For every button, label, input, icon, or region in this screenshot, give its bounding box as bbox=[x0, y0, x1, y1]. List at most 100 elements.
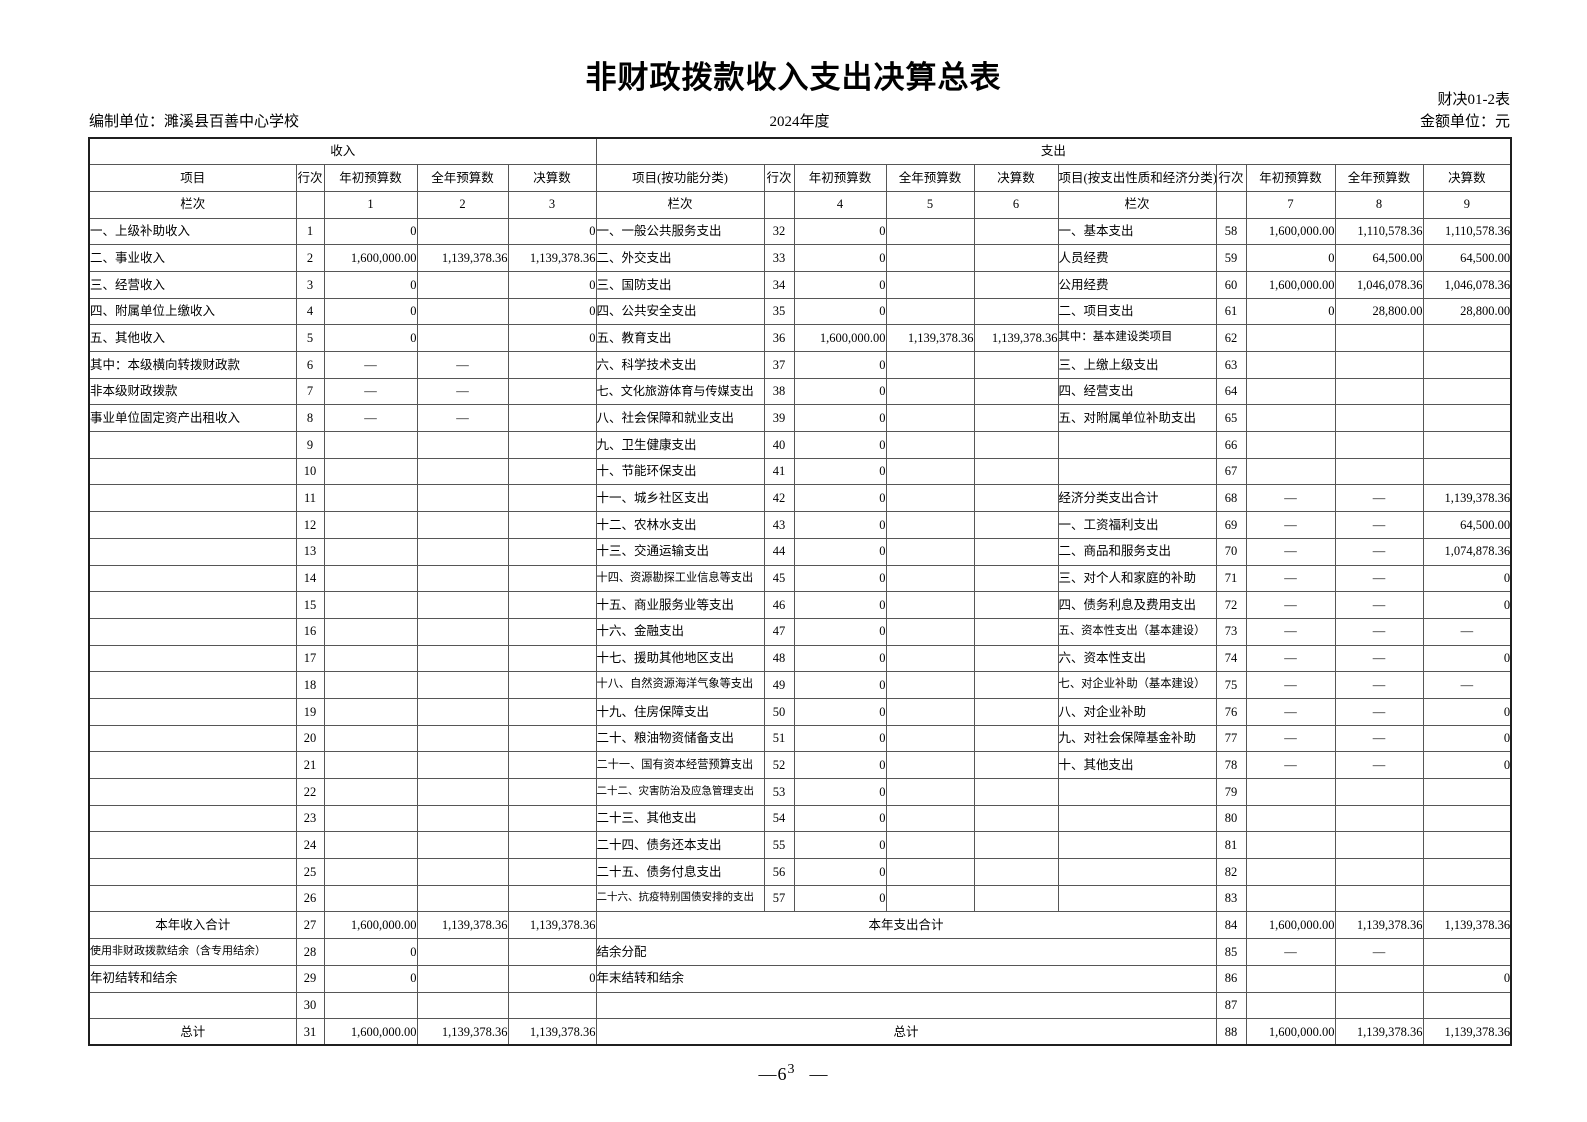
economic-value-cell: 64,500.00 bbox=[1334, 244, 1424, 272]
table-row: 事业单位固定资产出租收入 8— — 八、社会保障和就业支出 39 0 五、对附属单位补助支出… bbox=[88, 404, 1512, 433]
economic-value-cell: 0 bbox=[1245, 297, 1336, 326]
economic-line-number-cell: 65 bbox=[1215, 404, 1247, 433]
function-value-cell: 0 bbox=[793, 511, 887, 539]
income-line-number-cell: 28 bbox=[295, 938, 325, 966]
income-value-cell bbox=[416, 804, 509, 833]
income-line-number-cell: 29 bbox=[295, 964, 325, 993]
income-value-cell bbox=[416, 697, 509, 726]
function-value-cell bbox=[885, 831, 975, 860]
function-item-label-cell: 十四、资源勘探工业信息等支出 bbox=[595, 564, 765, 593]
economic-value-cell: — bbox=[1334, 644, 1424, 673]
form-code-label: 财决01-2表 bbox=[1437, 92, 1511, 108]
function-line-number-cell: 37 bbox=[763, 351, 795, 379]
economic-value-cell: — bbox=[1422, 671, 1512, 699]
economic-value-cell bbox=[1245, 457, 1336, 486]
economic-item-label-cell: 八、对企业补助 bbox=[1057, 697, 1217, 726]
economic-value-cell bbox=[1245, 778, 1336, 806]
function-value-cell: 0 bbox=[793, 270, 887, 299]
expenditure-summary-label-cell bbox=[595, 991, 1217, 1020]
economic-value-cell bbox=[1245, 964, 1336, 993]
economic-annual-budget-header: 全年预算数 bbox=[1334, 164, 1424, 192]
column-header-row: 项目 行次 年初预算数 全年预算数 决算数 项目(按功能分类) 行次 年初预算数… bbox=[88, 164, 1512, 192]
income-line-number-cell: 22 bbox=[295, 778, 325, 806]
economic-line-number-cell: 75 bbox=[1215, 671, 1247, 699]
economic-line-number-cell: 70 bbox=[1215, 537, 1247, 566]
function-value-cell bbox=[885, 751, 975, 779]
income-value-cell bbox=[323, 778, 418, 806]
function-value-cell bbox=[885, 724, 975, 753]
income-value-cell: 0 bbox=[507, 964, 597, 993]
income-value-cell: 0 bbox=[507, 270, 597, 299]
economic-item-label-cell: 七、对企业补助（基本建设） bbox=[1057, 671, 1217, 699]
economic-value-cell: 64,500.00 bbox=[1422, 244, 1512, 272]
function-line-number-cell: 36 bbox=[763, 324, 795, 352]
economic-value-cell bbox=[1245, 351, 1336, 379]
income-item-label-cell: 三、经营收入 bbox=[88, 270, 297, 299]
function-item-label-cell: 二十三、其他支出 bbox=[595, 804, 765, 833]
economic-value-cell bbox=[1422, 431, 1512, 459]
economic-value-cell bbox=[1334, 324, 1424, 352]
table-row: 10 十、节能环保支出 41 0 67 bbox=[88, 457, 1512, 486]
function-value-cell bbox=[973, 591, 1059, 619]
income-item-label-cell bbox=[88, 831, 297, 860]
income-value-cell bbox=[507, 511, 597, 539]
income-value-cell: 0 bbox=[507, 297, 597, 326]
income-value-cell bbox=[416, 324, 509, 352]
function-value-cell bbox=[885, 457, 975, 486]
function-colindex-5: 5 bbox=[885, 190, 975, 219]
economic-value-cell bbox=[1334, 964, 1424, 993]
function-value-cell bbox=[973, 484, 1059, 513]
income-line-number-cell: 15 bbox=[295, 591, 325, 619]
income-value-cell bbox=[416, 938, 509, 966]
economic-line-number-cell: 69 bbox=[1215, 511, 1247, 539]
economic-item-label-cell: 经济分类支出合计 bbox=[1057, 484, 1217, 513]
economic-line-number-cell: 82 bbox=[1215, 858, 1247, 886]
economic-value-cell bbox=[1334, 457, 1424, 486]
function-value-cell bbox=[973, 511, 1059, 539]
column-index-row: 栏次 1 2 3 栏次 4 5 6 栏次 7 8 9 bbox=[88, 190, 1512, 219]
table-row: 四、附属单位上缴收入 4 0 0 四、公共安全支出 35 0 二、项目支出 61 0 28,800.… bbox=[88, 297, 1512, 326]
table-row: 14 十四、资源勘探工业信息等支出 45 0 三、对个人和家庭的补助 71— —0 bbox=[88, 564, 1512, 593]
economic-value-cell bbox=[1334, 377, 1424, 406]
page-number-tail: — bbox=[809, 1064, 829, 1084]
economic-value-cell: 1,046,078.36 bbox=[1422, 270, 1512, 299]
economic-item-label-cell: 二、商品和服务支出 bbox=[1057, 537, 1217, 566]
income-item-label-cell bbox=[88, 991, 297, 1020]
income-value-cell bbox=[323, 591, 418, 619]
function-value-cell bbox=[973, 377, 1059, 406]
economic-line-number-cell: 68 bbox=[1215, 484, 1247, 513]
income-value-cell: 1,600,000.00 bbox=[323, 1018, 418, 1046]
function-value-cell bbox=[973, 724, 1059, 753]
income-value-cell: — bbox=[416, 404, 509, 433]
function-line-number-cell: 42 bbox=[763, 484, 795, 513]
function-value-cell bbox=[885, 244, 975, 272]
function-line-number-cell: 44 bbox=[763, 537, 795, 566]
income-value-cell bbox=[416, 270, 509, 299]
income-value-cell: 1,139,378.36 bbox=[416, 1018, 509, 1046]
economic-item-label-cell: 公用经费 bbox=[1057, 270, 1217, 299]
income-value-cell: 0 bbox=[323, 217, 418, 246]
economic-line-number-cell: 76 bbox=[1215, 697, 1247, 726]
economic-line-number-cell: 86 bbox=[1215, 964, 1247, 993]
income-value-cell bbox=[323, 511, 418, 539]
function-value-cell: 0 bbox=[793, 457, 887, 486]
economic-value-cell: 0 bbox=[1422, 644, 1512, 673]
economic-value-cell: 0 bbox=[1422, 964, 1512, 993]
function-item-label-cell: 十九、住房保障支出 bbox=[595, 697, 765, 726]
economic-value-cell bbox=[1422, 377, 1512, 406]
function-value-cell: 0 bbox=[793, 724, 887, 753]
economic-item-label-cell: 十、其他支出 bbox=[1057, 751, 1217, 779]
economic-item-label-cell bbox=[1057, 431, 1217, 459]
income-value-cell bbox=[323, 991, 418, 1020]
function-line-number-cell: 47 bbox=[763, 617, 795, 646]
income-line-number-cell: 21 bbox=[295, 751, 325, 779]
income-line-number-cell: 23 bbox=[295, 804, 325, 833]
function-value-cell: 0 bbox=[793, 644, 887, 673]
income-line-number-cell: 30 bbox=[295, 991, 325, 1020]
meta-row: 编制单位：濉溪县百善中心学校 2024年度 金额单位：元 bbox=[89, 110, 1510, 132]
economic-value-cell: 1,600,000.00 bbox=[1245, 270, 1336, 299]
economic-value-cell bbox=[1422, 884, 1512, 913]
economic-item-label-cell: 其中：基本建设类项目 bbox=[1057, 324, 1217, 352]
economic-value-cell bbox=[1334, 351, 1424, 379]
